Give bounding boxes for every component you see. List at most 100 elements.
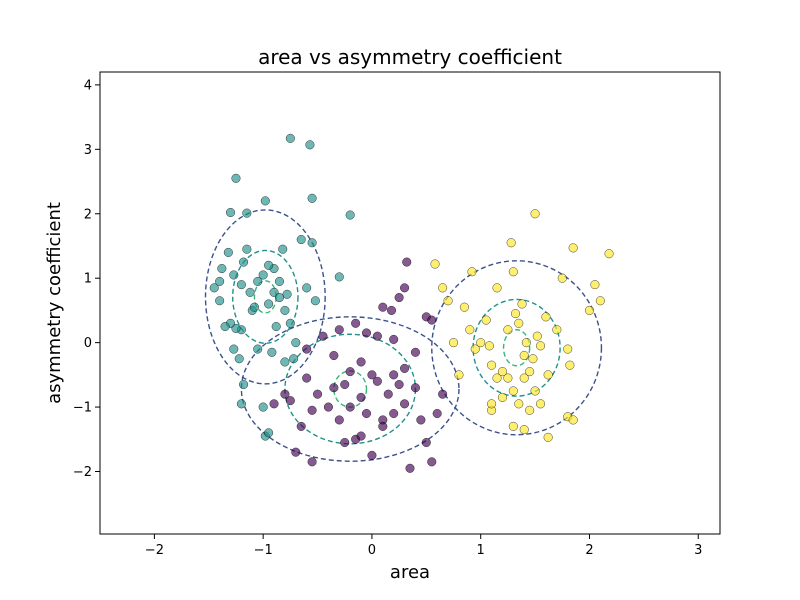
scatter-point [289,354,299,364]
scatter-point [484,341,494,351]
scatter-point [410,383,420,393]
scatter-point [492,283,502,293]
scatter-point [530,209,540,219]
scatter-point [351,318,361,328]
scatter-point [514,318,524,328]
x-tick-label: 0 [368,543,376,558]
scatter-point [223,247,233,257]
scatter-point [394,292,404,303]
scatter-point [296,421,306,431]
x-tick-label: −2 [145,543,164,558]
scatter-point [543,432,553,442]
scatter-point [361,328,372,338]
scatter-point [367,450,377,460]
data-points [209,133,614,473]
scatter-point [530,386,540,396]
scatter-point [229,344,239,354]
scatter-point [280,305,290,315]
scatter-point [217,263,227,274]
scatter-point [506,238,516,248]
scatter-point [372,376,382,386]
scatter-point [260,196,270,206]
scatter-point [378,421,388,431]
scatter-point [565,360,575,370]
scatter-point [242,244,252,254]
scatter-point [528,354,538,364]
scatter-point [258,270,268,280]
y-axis-label: asymmetry coefficient [44,202,65,404]
scatter-point [416,415,426,425]
scatter-point [356,357,366,367]
scatter-point [568,243,578,253]
scatter-point [552,325,562,335]
scatter-point [557,273,567,283]
scatter-point [394,379,404,390]
scatter-point [329,383,339,393]
scatter-point [242,208,252,218]
scatter-point [229,270,239,280]
y-tick-label: −1 [73,401,92,416]
scatter-point [519,425,529,435]
scatter-point [438,283,448,293]
scatter-point [508,421,518,431]
scatter-point [517,299,527,309]
plot-area-frame [99,71,721,535]
scatter-point [318,331,328,341]
scatter-point [356,392,366,402]
y-tick-label: −2 [73,465,92,480]
scatter-point [438,389,448,399]
y-axis-ticks: −2 −1 0 1 2 3 4 [73,78,100,480]
contour-ellipse [502,329,531,367]
scatter-point [345,210,355,220]
scatter-point [535,341,546,351]
scatter-point [307,238,317,248]
scatter-point [305,140,315,150]
scatter-point [519,373,529,383]
scatter-point [405,463,415,473]
scatter-point [258,402,268,412]
scatter-point [508,386,518,396]
y-tick-label: 2 [84,207,92,222]
scatter-point [264,260,274,270]
scatter-point [249,302,260,312]
y-tick-label: 4 [84,78,92,93]
scatter-point [595,296,605,306]
y-tick-label: 1 [84,272,92,287]
x-tick-label: 2 [585,543,593,558]
scatter-point [402,257,412,267]
scatter-point [334,325,344,335]
scatter-point [367,370,377,380]
scatter-point [459,302,469,312]
scatter-point [427,457,437,467]
scatter-point [448,338,459,348]
scatter-point [476,338,486,348]
scatter-point [264,299,274,309]
scatter-point [521,338,531,348]
contour-ellipse [232,249,299,344]
scatter-point [323,402,333,412]
scatter-point [383,389,393,399]
scatter-point [307,193,317,203]
scatter-point [584,305,595,315]
scatter-point [267,347,277,357]
scatter-point [525,367,535,377]
scatter-point [410,347,420,357]
scatter-point [481,315,491,325]
scatter-point [269,399,279,409]
scatter-point [329,350,339,361]
scatter-point [386,305,397,315]
scatter-point [334,415,344,425]
scatter-point [340,437,350,448]
scatter-point [497,392,508,402]
scatter-point [280,357,290,367]
chart-title: area vs asymmetry coefficient [258,45,562,69]
scatter-point [278,244,288,254]
scatter-point [302,344,312,354]
scatter-point [492,373,502,383]
scatter-point [378,302,388,312]
scatter-point [312,389,323,399]
scatter-point [541,312,551,322]
scatter-point [220,321,230,332]
scatter-point [282,289,292,299]
scatter-point [236,280,246,290]
